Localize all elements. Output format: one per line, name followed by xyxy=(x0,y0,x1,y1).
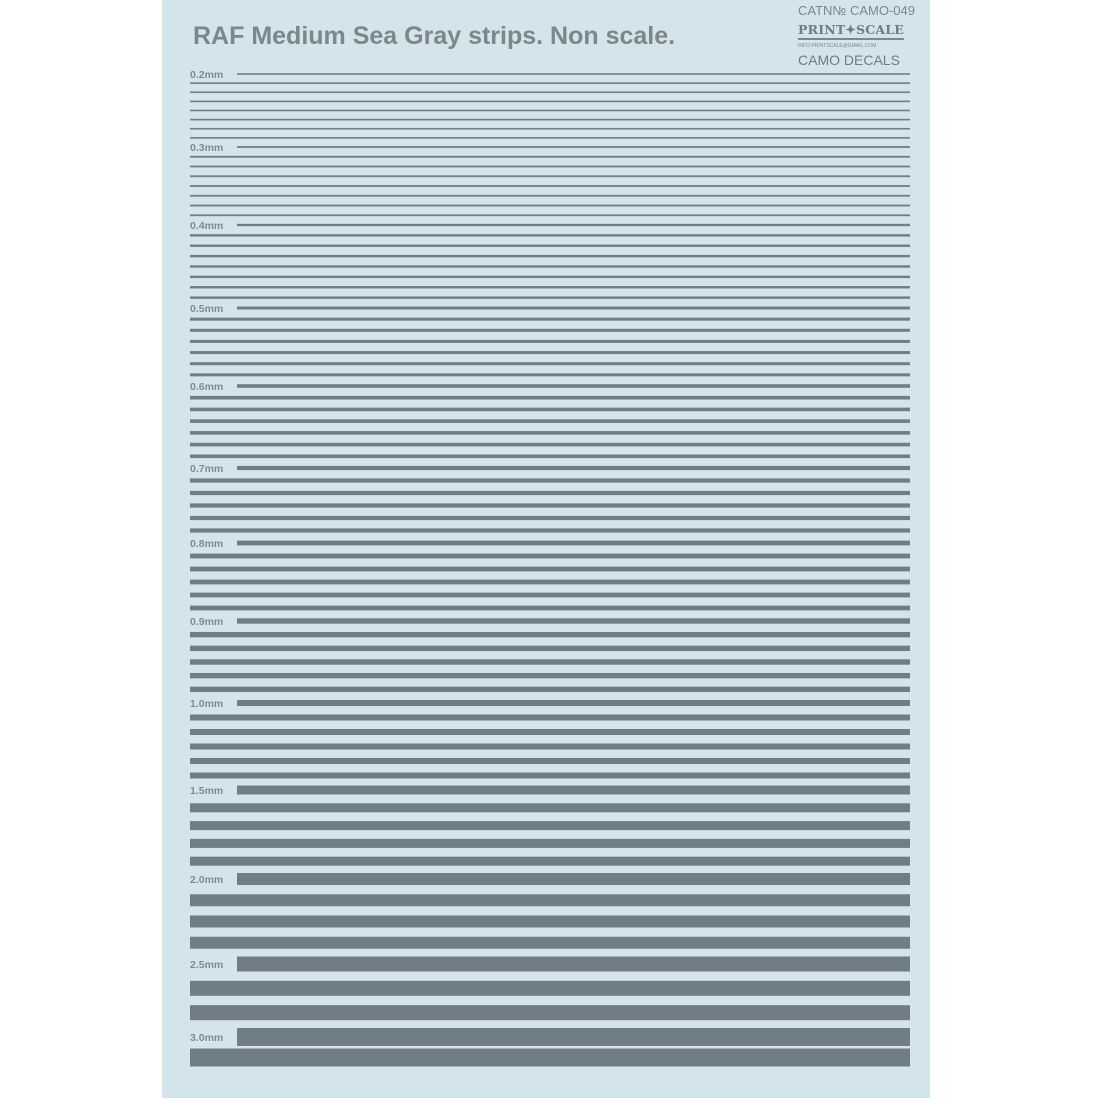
strip-width-label: 0.3mm xyxy=(190,142,223,154)
decal-strip xyxy=(237,73,910,75)
decal-strip xyxy=(190,743,910,750)
decal-strip xyxy=(190,127,910,130)
decal-strip xyxy=(190,185,910,187)
decal-strip xyxy=(190,275,910,279)
decal-strip xyxy=(190,137,910,139)
decal-strip xyxy=(190,1005,910,1021)
decal-strip xyxy=(190,442,910,447)
decal-strip xyxy=(190,194,910,197)
decal-strip xyxy=(190,478,910,483)
strip-width-label: 2.0mm xyxy=(190,874,223,886)
decal-strip xyxy=(190,714,910,721)
decal-strip xyxy=(190,204,910,207)
decal-strip xyxy=(190,592,910,598)
decal-strip xyxy=(190,579,910,585)
decal-strip xyxy=(190,419,910,423)
brand-logo: PRINT✦SCALE xyxy=(798,22,904,40)
decal-strip xyxy=(190,214,910,217)
decal-strip xyxy=(237,618,910,624)
decal-strip xyxy=(190,296,910,299)
decal-strip xyxy=(190,395,910,400)
decal-strip xyxy=(190,503,910,508)
decal-strip xyxy=(190,454,910,459)
decal-strip xyxy=(237,306,910,310)
decal-strip xyxy=(190,659,910,665)
decal-strip xyxy=(190,109,910,112)
decal-strip xyxy=(237,540,910,546)
decal-strip xyxy=(190,265,910,268)
decal-strip xyxy=(190,407,910,412)
strip-width-label: 0.8mm xyxy=(190,538,223,550)
decal-strip xyxy=(190,317,910,321)
decal-strip xyxy=(190,553,910,559)
decal-strip xyxy=(190,566,910,572)
sheet-title: RAF Medium Sea Gray strips. Non scale. xyxy=(193,22,676,50)
decal-strip xyxy=(190,118,910,121)
decal-strip xyxy=(190,254,910,258)
decal-strip xyxy=(190,155,910,158)
decal-strip xyxy=(190,1048,910,1067)
strip-width-label: 1.0mm xyxy=(190,698,223,710)
decal-strip xyxy=(190,244,910,247)
decal-strip xyxy=(190,838,910,848)
decal-strip xyxy=(190,672,910,679)
decal-strip xyxy=(190,894,910,907)
decal-strip xyxy=(190,631,910,638)
decal-strip xyxy=(190,339,910,343)
strip-width-label: 1.5mm xyxy=(190,785,223,797)
decal-strip xyxy=(190,645,910,652)
decal-strip xyxy=(190,165,910,168)
decal-strip xyxy=(190,686,910,693)
decal-strip xyxy=(190,100,910,103)
decal-strip xyxy=(237,146,910,148)
decal-strip xyxy=(190,91,910,94)
decal-strip xyxy=(237,873,910,885)
series-name: CAMO DECALS xyxy=(798,52,900,68)
decal-strip xyxy=(237,700,910,706)
decal-strip xyxy=(190,82,910,84)
decal-strip xyxy=(190,803,910,813)
decal-strip xyxy=(237,1028,910,1046)
decal-strip xyxy=(190,936,910,949)
decal-strip xyxy=(190,772,910,779)
decal-strip xyxy=(190,286,910,289)
decal-strip xyxy=(190,856,910,866)
decal-strip xyxy=(237,956,910,972)
strip-width-label: 3.0mm xyxy=(190,1032,223,1044)
decal-strip xyxy=(237,465,910,471)
decal-strip xyxy=(190,431,910,435)
decal-strip xyxy=(190,605,910,611)
decal-strip xyxy=(190,234,910,237)
decal-strip xyxy=(237,384,910,388)
strip-width-label: 2.5mm xyxy=(190,959,223,971)
strip-width-label: 0.7mm xyxy=(190,463,223,475)
decal-strip xyxy=(190,528,910,533)
strip-width-label: 0.9mm xyxy=(190,616,223,628)
strip-width-label: 0.5mm xyxy=(190,303,223,315)
decal-strip xyxy=(190,490,910,496)
contact-email: INFO.PRINTSCALE@GMAIL.COM xyxy=(798,43,877,49)
decal-strip xyxy=(190,758,910,764)
catalog-number: CATN№ CAMO-049 xyxy=(798,3,915,18)
decal-strip xyxy=(237,785,910,795)
decal-sheet xyxy=(162,0,930,1098)
decal-strip xyxy=(190,175,910,178)
decal-strip xyxy=(190,821,910,831)
strip-width-label: 0.6mm xyxy=(190,381,223,393)
decal-strip xyxy=(190,980,910,996)
strip-width-label: 0.4mm xyxy=(190,220,223,232)
decal-strip xyxy=(190,328,910,332)
decal-strip xyxy=(190,351,910,355)
decal-strip xyxy=(190,373,910,377)
decal-strip xyxy=(190,515,910,521)
decal-strip xyxy=(190,915,910,928)
decal-strip xyxy=(237,223,910,227)
strip-width-label: 0.2mm xyxy=(190,69,223,81)
decal-strip xyxy=(190,729,910,735)
decal-strip xyxy=(190,362,910,366)
